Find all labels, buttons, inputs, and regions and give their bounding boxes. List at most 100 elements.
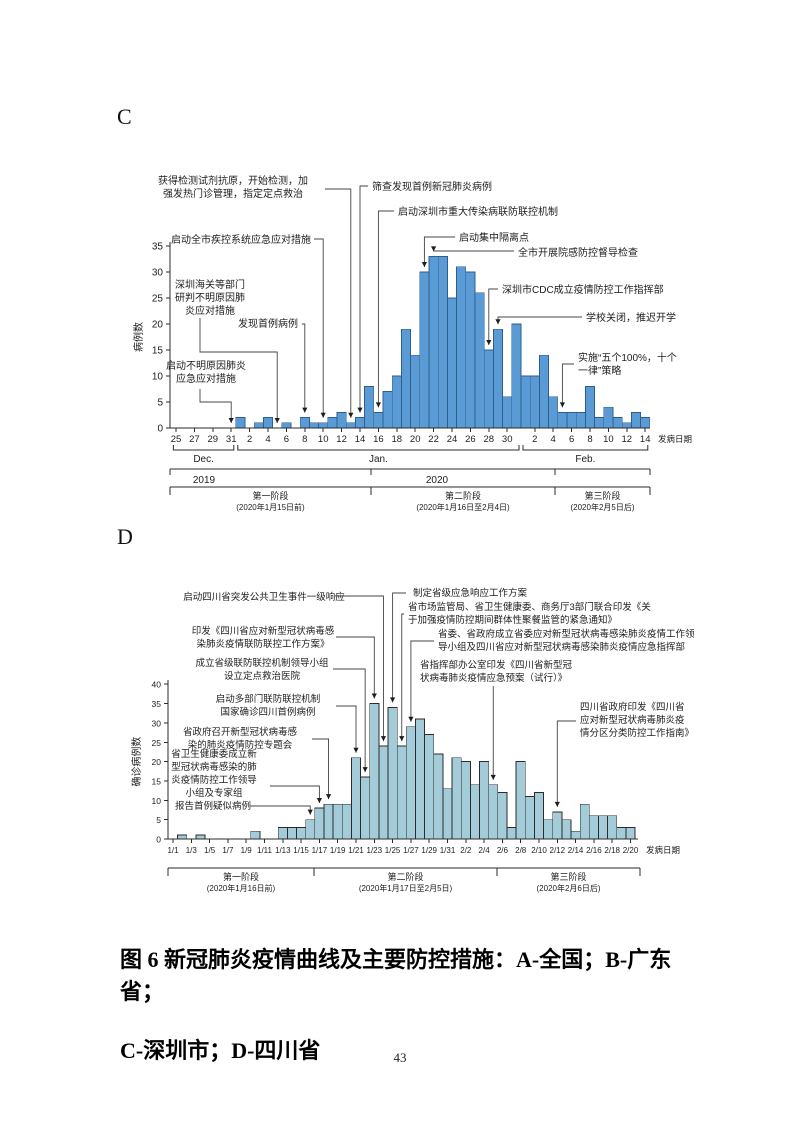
annotation-label: 发现首例病例 — [238, 317, 298, 330]
annotation-connector — [497, 316, 582, 325]
bar — [543, 819, 554, 840]
annotation-arrowhead — [316, 798, 322, 804]
year-label: 2020 — [426, 475, 449, 486]
stage-name: 第二阶段 — [387, 871, 423, 882]
svg-text:14: 14 — [640, 434, 651, 445]
x-axis-title: 发病日期 — [646, 845, 680, 855]
svg-text:6: 6 — [284, 434, 289, 445]
annotation-arrowhead — [431, 246, 437, 252]
figure-caption: 图 6 新冠肺炎疫情曲线及主要防控措施：A-全国；B-广东省； C-深圳市；D-… — [120, 942, 700, 1092]
bar — [451, 757, 462, 840]
annotation-connector — [314, 238, 324, 418]
annotation-connector — [335, 595, 384, 742]
annotation-label: 全市开展院感防控督导检查 — [518, 246, 638, 259]
svg-text:4: 4 — [551, 434, 556, 445]
annotation-label: 省政府召开新型冠状病毒感 — [183, 726, 298, 738]
annotation-arrowhead — [325, 794, 332, 800]
bar — [299, 417, 310, 429]
bar — [621, 422, 632, 429]
bar — [594, 417, 605, 429]
caption-line-2: C-深圳市；D-四川省 — [120, 1038, 321, 1063]
svg-text:1/25: 1/25 — [385, 846, 401, 855]
annotation-label: 省委、省政府成立省委应对新型冠状病毒感染肺炎疫情工作领 — [438, 628, 695, 640]
annotation-label: 启动多部门联防联控机制 — [216, 693, 321, 705]
annotation-connector — [325, 188, 352, 418]
annotation-label: 一律”策略 — [578, 364, 621, 377]
svg-text:1/11: 1/11 — [257, 846, 273, 855]
annotation-label: 省指挥部办公室印发《四川省新型冠 — [420, 659, 573, 671]
month-bracket — [522, 445, 649, 451]
bar — [548, 396, 559, 429]
bar — [483, 349, 494, 429]
bar — [511, 323, 522, 429]
annotation-connector — [199, 318, 278, 423]
svg-text:12: 12 — [622, 434, 633, 445]
bar — [308, 422, 319, 429]
bar — [428, 255, 439, 429]
annotation-connector — [250, 805, 311, 815]
annotation-connector — [377, 210, 394, 408]
bar — [570, 830, 581, 840]
bar — [351, 757, 361, 840]
svg-text:2/14: 2/14 — [568, 846, 584, 855]
annotation-arrowhead — [554, 801, 560, 807]
bar — [579, 803, 590, 840]
svg-text:1/1: 1/1 — [167, 846, 179, 855]
annotation-connector — [199, 389, 232, 423]
svg-text:10: 10 — [152, 372, 164, 383]
year-label: 2019 — [193, 475, 216, 486]
annotation-label: 学校关闭，推迟开学 — [586, 311, 676, 324]
annotation-label: 四川省政府印发《四川省 — [580, 701, 685, 713]
svg-text:20: 20 — [152, 757, 162, 767]
annotation-connector — [561, 363, 574, 408]
bar — [612, 417, 623, 429]
svg-text:10: 10 — [603, 434, 614, 445]
annotation-connector — [410, 640, 434, 722]
bar — [631, 411, 642, 429]
bar — [327, 417, 338, 429]
annotation-label: 于加强疫情防控期间群体性聚餐监管的紧急通知》 — [408, 614, 617, 626]
annotation-arrowhead — [421, 262, 427, 267]
bar — [437, 255, 448, 429]
bar — [616, 826, 627, 840]
month-bracket — [237, 445, 520, 451]
svg-text:2/8: 2/8 — [515, 846, 527, 855]
annotation-connector — [392, 592, 406, 703]
svg-text:2: 2 — [532, 434, 537, 445]
svg-text:14: 14 — [355, 434, 366, 445]
svg-text:1/27: 1/27 — [403, 846, 419, 855]
annotation-arrowhead — [228, 418, 234, 423]
bar — [336, 411, 347, 429]
annotation-arrowhead — [274, 418, 280, 423]
annotation-label: 获得检测试剂抗原，开始检测，加 — [158, 174, 308, 187]
svg-text:0: 0 — [157, 424, 163, 435]
svg-text:0: 0 — [156, 835, 161, 845]
svg-text:12: 12 — [336, 434, 347, 445]
bar — [640, 417, 651, 429]
svg-text:1/3: 1/3 — [186, 846, 198, 855]
annotation-arrowhead — [559, 402, 565, 408]
annotation-connector — [423, 236, 455, 267]
svg-text:25: 25 — [171, 434, 182, 445]
svg-text:1/7: 1/7 — [222, 846, 234, 855]
annotation-label: 启动四川省突发公共卫生事件一级响应 — [183, 591, 345, 603]
bar — [323, 803, 334, 840]
annotation-arrowhead — [371, 693, 377, 699]
annotation-label: 研判不明原因肺 — [175, 292, 245, 304]
stage-name: 第二阶段 — [445, 490, 481, 501]
stage-range: (2020年1月16日至2月4日) — [416, 502, 510, 512]
bar — [405, 726, 416, 840]
annotation-arrowhead — [399, 736, 405, 742]
svg-text:25: 25 — [152, 294, 164, 305]
svg-text:20: 20 — [152, 320, 164, 331]
annotation-arrowhead — [408, 716, 414, 722]
bar — [492, 328, 503, 429]
svg-text:27: 27 — [189, 434, 200, 445]
annotation-connector — [333, 668, 366, 773]
bar — [479, 761, 490, 840]
svg-text:28: 28 — [484, 434, 495, 445]
annotation-connector — [302, 323, 306, 413]
annotation-arrowhead — [302, 407, 308, 413]
